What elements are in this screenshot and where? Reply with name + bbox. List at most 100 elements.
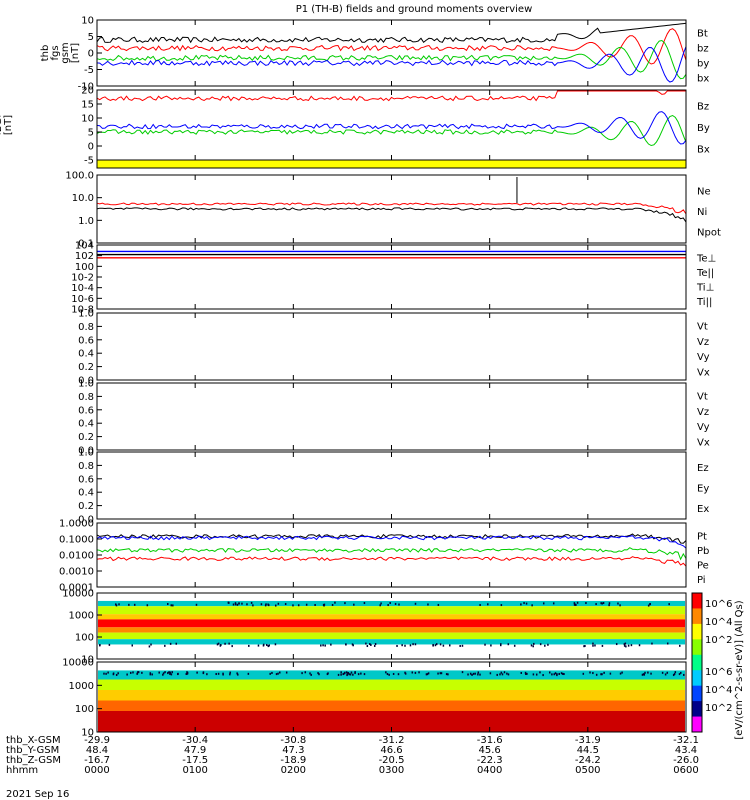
panel-frame: [96, 522, 687, 588]
spectrogram-speckle: [558, 672, 560, 675]
legend-pb: Pb: [697, 546, 709, 557]
spectrogram-speckle: [394, 602, 397, 605]
spectrogram-speckle: [553, 673, 555, 676]
spectrogram-speckle: [334, 601, 336, 604]
spectrogram-speckle: [136, 672, 138, 675]
y-axis-label-line: [nT]: [70, 43, 81, 63]
spectrogram-speckle: [172, 604, 174, 607]
legend-ti: Ti⊥: [696, 282, 714, 293]
spectrogram-speckle: [401, 644, 403, 647]
y-tick-label: 0.6: [78, 335, 94, 346]
spectrogram-speckle: [318, 673, 320, 676]
spectrogram-speckle: [158, 671, 160, 674]
y-tick-label: 0.0: [78, 376, 94, 387]
spectrogram-speckle: [442, 644, 445, 647]
series-pb: [96, 556, 687, 567]
ephemeris-value: -24.2: [575, 755, 601, 766]
spectrogram-speckle: [267, 645, 270, 648]
spectrogram-speckle: [310, 673, 312, 676]
spectrogram-speckle: [234, 602, 237, 605]
y-tick-label: 10: [81, 114, 94, 125]
spectrogram-speckle: [232, 603, 235, 606]
spectrogram-speckle: [170, 604, 172, 607]
y-tick-label: 10: [81, 655, 94, 666]
spectrogram-speckle: [499, 644, 502, 647]
spectrogram-speckle: [595, 603, 597, 606]
colorbar-segment: [692, 654, 702, 671]
spectrogram-speckle: [461, 671, 464, 674]
spectrogram-speckle: [386, 673, 389, 676]
spectrogram-speckle: [449, 644, 451, 647]
y-tick-label: 100: [75, 704, 94, 715]
spectrogram-speckle: [231, 645, 233, 648]
ephemeris-value: -31.9: [575, 735, 601, 746]
spectrogram-band: [98, 644, 685, 659]
y-tick-label: 10-8: [71, 305, 94, 316]
spectrogram-speckle: [314, 603, 316, 606]
spectrogram-speckle: [544, 644, 546, 647]
spectrogram-speckle: [331, 603, 334, 606]
spectrogram-speckle: [164, 671, 166, 674]
y-tick-label: 104: [75, 241, 94, 252]
spectrogram-speckle: [484, 643, 486, 646]
spectrogram-speckle: [167, 672, 169, 675]
spectrogram-speckle: [576, 601, 579, 604]
colorbar-segment: [692, 639, 702, 656]
spectrogram-speckle: [542, 602, 545, 605]
spectrogram-speckle: [322, 603, 325, 606]
spectrogram-speckle: [388, 673, 390, 676]
spectrogram-speckle: [340, 673, 342, 676]
spectrogram-speckle: [146, 604, 149, 607]
colorbar-group: 10^6 10^4 10^2 10^6 10^4 10^2 [eV/(cm^2-s-sr-e…: [691, 592, 745, 740]
spectrogram-speckle: [619, 672, 622, 675]
spectrogram-speckle: [274, 604, 277, 607]
spectrogram-speckle: [575, 603, 577, 606]
spectrogram-speckle: [548, 671, 551, 674]
spectrogram-speckle: [479, 604, 481, 607]
spectrogram-speckle: [627, 644, 630, 647]
ephemeris-value: 47.3: [282, 745, 304, 756]
spectrogram-speckle: [467, 673, 469, 676]
y-tick-label: 15: [81, 100, 94, 111]
spectrogram-speckle: [343, 672, 346, 675]
spectrogram-speckle: [404, 672, 407, 675]
spectrogram-speckle: [301, 672, 303, 675]
legend-vx: Vx: [697, 367, 710, 378]
spectrogram-speckle: [292, 604, 294, 607]
ephemeris-value: 0000: [84, 765, 109, 776]
spectrogram-speckle: [461, 644, 464, 647]
spectrogram-speckle: [366, 645, 369, 648]
y-tick-label: 0: [88, 49, 94, 60]
y-tick-label: -10: [78, 82, 94, 93]
y-tick-label: 0.0: [78, 515, 94, 526]
legend-pe: Pe: [697, 560, 709, 571]
flag-bar-frame: [96, 159, 687, 169]
y-tick-label: 100: [75, 633, 94, 644]
spectrogram-band: [98, 639, 685, 645]
legend-vx: Vx: [697, 437, 710, 448]
spectrogram-speckle: [224, 642, 226, 645]
spectrogram-speckle: [337, 673, 340, 676]
spectrogram-speckle: [196, 671, 198, 674]
spectrogram-speckle: [525, 672, 527, 675]
spectrogram-speckle: [661, 671, 664, 674]
spectrogram-speckle: [447, 673, 449, 676]
ephemeris-value: -16.7: [84, 755, 110, 766]
spectrogram-speckle: [609, 672, 612, 675]
spectrogram-speckle: [324, 644, 326, 647]
ephemeris-value: -30.8: [280, 735, 306, 746]
spectrogram-speckle: [524, 671, 527, 674]
spectrogram-speckle: [346, 674, 348, 677]
spectrogram-speckle: [241, 602, 243, 605]
ephemeris-value: -32.1: [673, 735, 699, 746]
y-tick-label: 10000: [62, 658, 94, 669]
ephemeris-value: 0300: [379, 765, 404, 776]
spectrogram-speckle: [248, 644, 250, 647]
ephemeris-value: -31.2: [379, 735, 405, 746]
spectrogram-speckle: [619, 604, 621, 607]
spectrogram-speckle: [363, 602, 366, 605]
legend-ne: Ne: [697, 186, 711, 197]
spectrogram-speckle: [151, 673, 153, 676]
colorbar-frame: [691, 592, 703, 733]
